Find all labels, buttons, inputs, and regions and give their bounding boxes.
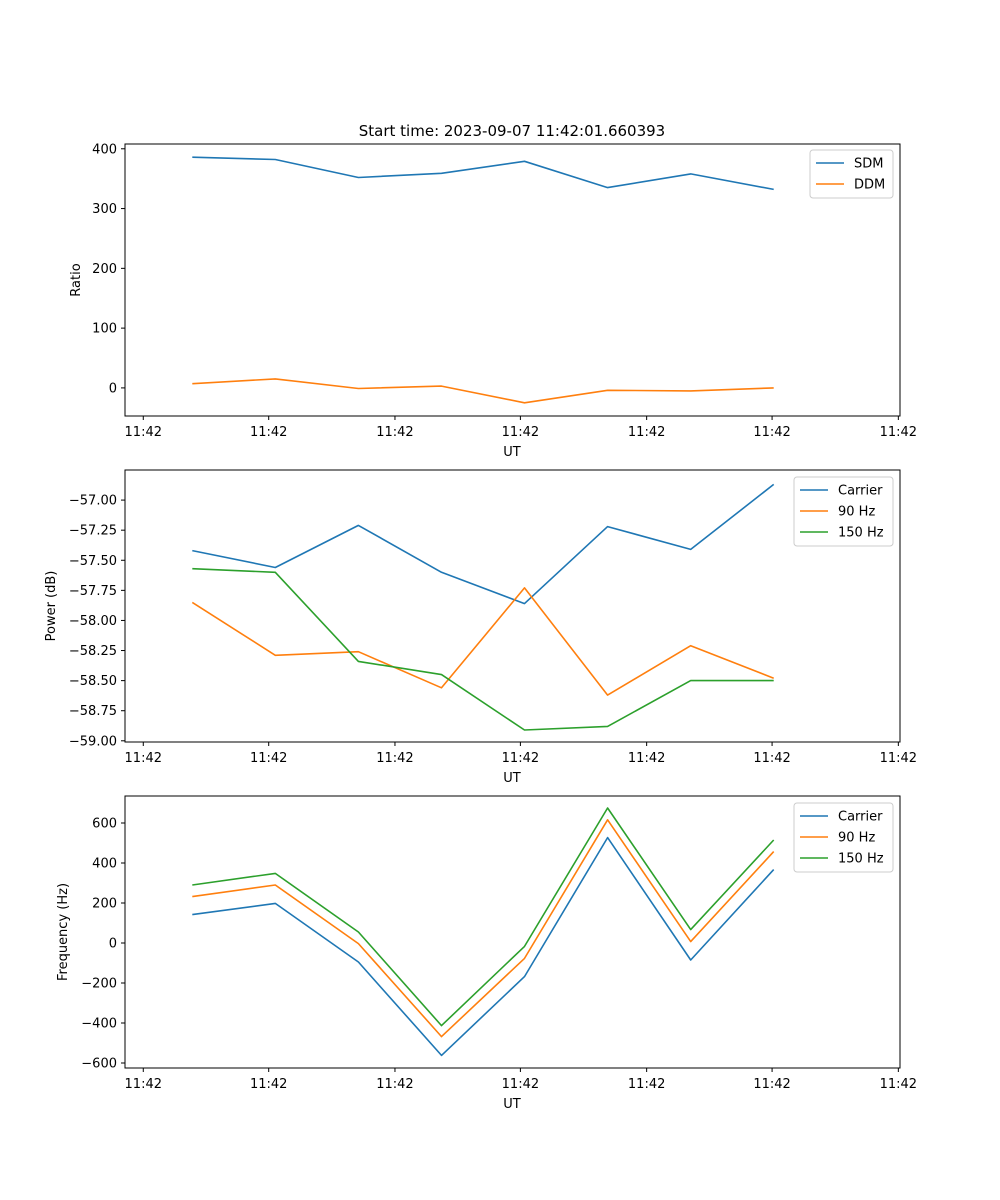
x-tick-label: 11:42 [880, 751, 917, 766]
series-lines [191, 483, 775, 731]
y-axis-label: Frequency (Hz) [56, 883, 71, 981]
y-axis-label: Power (dB) [44, 571, 59, 642]
y-tick-label: −57.50 [69, 554, 117, 569]
y-tick-label: −57.25 [69, 524, 117, 539]
x-tick-label: 11:42 [628, 751, 665, 766]
chart-title: Start time: 2023-09-07 11:42:01.660393 [359, 122, 665, 140]
x-axis-ticks: 11:42 11:42 11:42 11:42 11:42 11:42 11:42 [125, 416, 917, 440]
x-tick-label: 11:42 [628, 425, 665, 440]
frequency-panel: 11:42 11:42 11:42 11:42 11:42 11:42 11:42 −600… [56, 795, 917, 1112]
y-tick-label: 0 [109, 381, 117, 396]
x-tick-label: 11:42 [880, 1077, 917, 1092]
y-tick-label: 0 [109, 937, 117, 952]
x-tick-label: 11:42 [753, 751, 790, 766]
legend: SDM DDM [809, 149, 894, 199]
legend: Carrier 90 Hz 150 Hz [793, 476, 894, 547]
x-tick-label: 11:42 [125, 425, 162, 440]
x-axis-label: UT [503, 445, 521, 460]
plot-frame [124, 469, 901, 743]
x-axis-label: UT [503, 1097, 521, 1112]
y-tick-label: −58.00 [69, 614, 117, 629]
x-tick-label: 11:42 [125, 751, 162, 766]
y-tick-label: −59.00 [69, 734, 117, 749]
y-tick-label: 100 [92, 322, 117, 337]
x-tick-label: 11:42 [376, 1077, 413, 1092]
x-tick-label: 11:42 [376, 751, 413, 766]
series-lines [192, 807, 775, 1057]
y-axis-ticks: 0 100 200 300 400 [92, 142, 125, 396]
x-tick-label: 11:42 [250, 425, 287, 440]
power-panel: 11:42 11:42 11:42 11:42 11:42 11:42 11:42 −59.… [44, 469, 917, 786]
series-line-carrier [192, 483, 775, 605]
legend-label: 90 Hz [838, 505, 875, 520]
x-tick-label: 11:42 [250, 751, 287, 766]
x-tick-label: 11:42 [502, 1077, 539, 1092]
legend-label: SDM [854, 157, 883, 172]
y-tick-label: 400 [92, 142, 117, 157]
y-tick-label: 400 [92, 857, 117, 872]
y-tick-label: 200 [92, 897, 117, 912]
y-axis-ticks: −59.00 −58.75 −58.50 −58.25 −58.00 −57.75 −57.… [69, 494, 125, 749]
x-tick-label: 11:42 [376, 425, 413, 440]
series-line-90-hz [191, 587, 774, 696]
x-tick-label: 11:42 [502, 425, 539, 440]
y-tick-label: −600 [81, 1057, 117, 1072]
legend-label: 90 Hz [838, 831, 875, 846]
y-tick-label: 600 [92, 817, 117, 832]
y-tick-label: −58.25 [69, 644, 117, 659]
series-line-150-hz [192, 567, 774, 731]
x-tick-label: 11:42 [250, 1077, 287, 1092]
x-tick-label: 11:42 [125, 1077, 162, 1092]
ratio-panel: Start time: 2023-09-07 11:42:01.660393 1… [69, 122, 917, 460]
y-tick-label: −57.75 [69, 584, 117, 599]
legend-label: 150 Hz [838, 526, 884, 541]
x-tick-label: 11:42 [502, 751, 539, 766]
y-tick-label: −58.50 [69, 674, 117, 689]
legend-frame [793, 802, 894, 873]
legend: Carrier 90 Hz 150 Hz [793, 802, 894, 873]
y-tick-label: −200 [81, 977, 117, 992]
x-tick-label: 11:42 [880, 425, 917, 440]
y-axis-label: Ratio [69, 263, 84, 296]
legend-frame [793, 476, 894, 547]
x-tick-label: 11:42 [753, 1077, 790, 1092]
x-tick-label: 11:42 [753, 425, 790, 440]
y-tick-label: −58.75 [69, 704, 117, 719]
series-line-ddm [192, 378, 774, 404]
series-line-carrier [192, 836, 775, 1057]
y-tick-label: 200 [92, 262, 117, 277]
y-tick-label: −400 [81, 1017, 117, 1032]
y-tick-label: 300 [92, 202, 117, 217]
series-line-sdm [192, 156, 774, 191]
x-axis-ticks: 11:42 11:42 11:42 11:42 11:42 11:42 11:42 [125, 1068, 917, 1092]
legend-label: 150 Hz [838, 852, 884, 867]
series-line-90-hz [192, 818, 775, 1038]
plot-frame [124, 143, 901, 417]
legend-label: DDM [854, 178, 885, 193]
y-axis-ticks: −600 −400 −200 0 200 400 600 [81, 817, 125, 1072]
x-axis-label: UT [503, 771, 521, 786]
series-line-150-hz [192, 807, 775, 1027]
y-tick-label: −57.00 [69, 494, 117, 509]
legend-label: Carrier [838, 484, 883, 499]
x-axis-ticks: 11:42 11:42 11:42 11:42 11:42 11:42 11:42 [125, 742, 917, 766]
series-lines [192, 156, 774, 404]
plot-frame [124, 795, 901, 1069]
legend-frame [809, 149, 894, 199]
legend-label: Carrier [838, 810, 883, 825]
x-tick-label: 11:42 [628, 1077, 665, 1092]
